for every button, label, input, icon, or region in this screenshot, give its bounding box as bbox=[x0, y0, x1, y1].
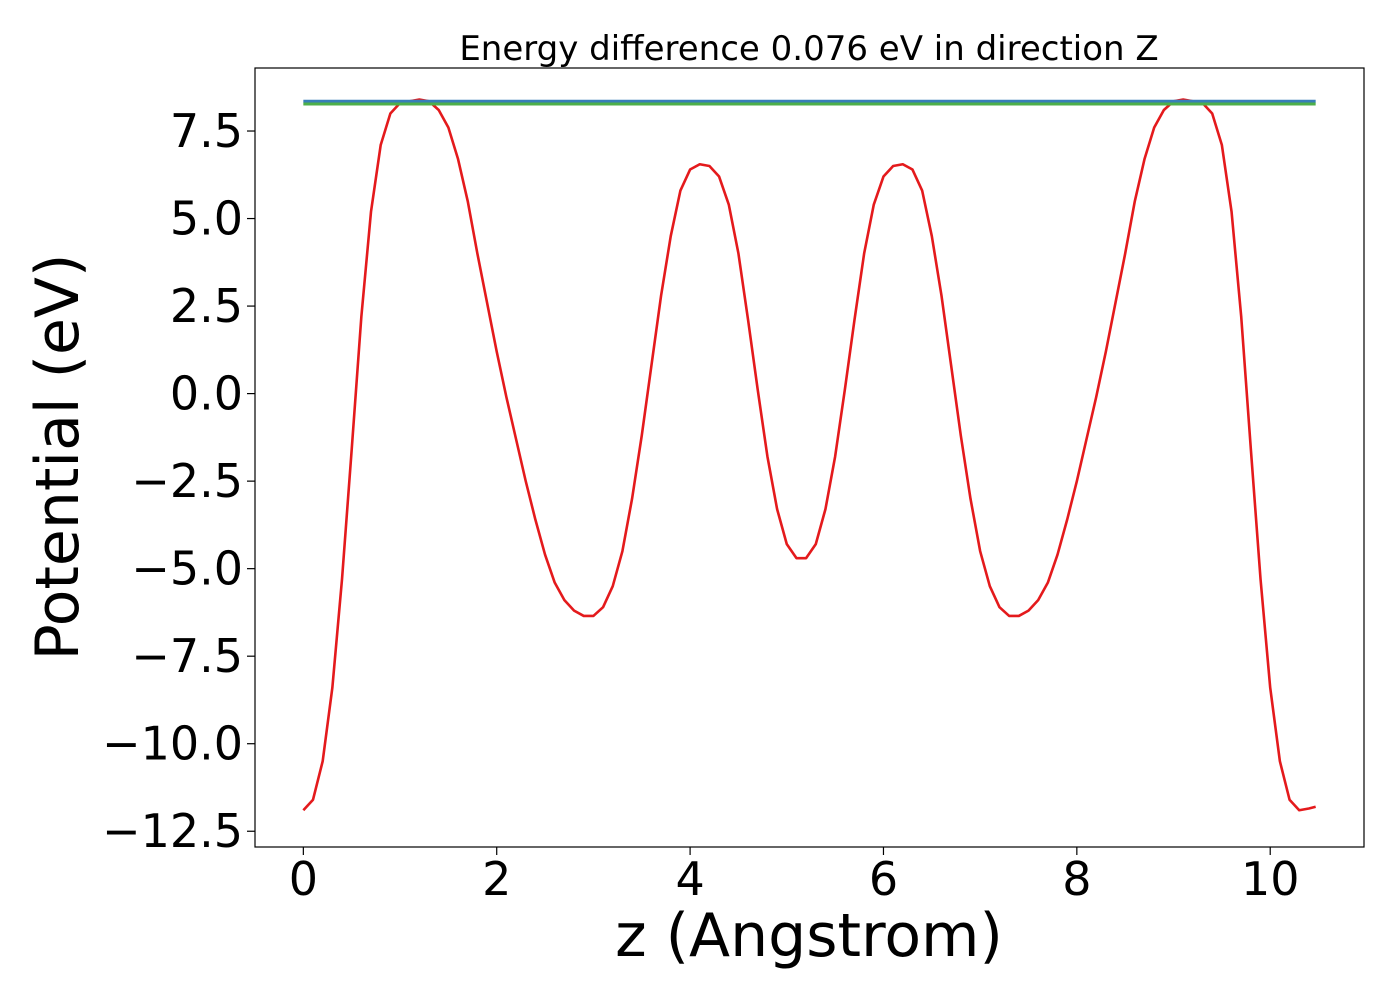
y-tick-label: 0.0 bbox=[170, 367, 243, 421]
y-tick-label: −2.5 bbox=[131, 454, 243, 508]
y-tick-label: −12.5 bbox=[102, 804, 243, 858]
y-axis-label: Potential (eV) bbox=[23, 254, 93, 661]
y-tick-label: −7.5 bbox=[131, 629, 243, 683]
x-tick-label: 8 bbox=[1062, 852, 1091, 906]
x-tick-label: 0 bbox=[289, 852, 318, 906]
x-axis-label: z (Angstrom) bbox=[615, 901, 1003, 971]
x-tick-label: 10 bbox=[1241, 852, 1300, 906]
y-tick-label: 2.5 bbox=[170, 279, 243, 333]
x-tick-label: 4 bbox=[675, 852, 704, 906]
y-tick-label: 7.5 bbox=[170, 104, 243, 158]
plot-frame bbox=[254, 67, 1365, 848]
y-tick-label: −5.0 bbox=[131, 542, 243, 596]
series-line-0 bbox=[302, 98, 1316, 812]
x-tick-label: 6 bbox=[869, 852, 898, 906]
chart-title: Energy difference 0.076 eV in direction … bbox=[459, 29, 1158, 69]
y-tick-label: −10.0 bbox=[102, 717, 243, 771]
y-tick-label: 5.0 bbox=[170, 192, 243, 246]
y-axis: 7.5 5.0 2.5 0.0 −2.5 −5.0 −7.5 −10.0 −12.5 bbox=[102, 104, 255, 858]
x-axis: 0 2 4 6 8 10 bbox=[289, 847, 1300, 906]
plot-area bbox=[302, 98, 1316, 812]
x-tick-label: 2 bbox=[482, 852, 511, 906]
